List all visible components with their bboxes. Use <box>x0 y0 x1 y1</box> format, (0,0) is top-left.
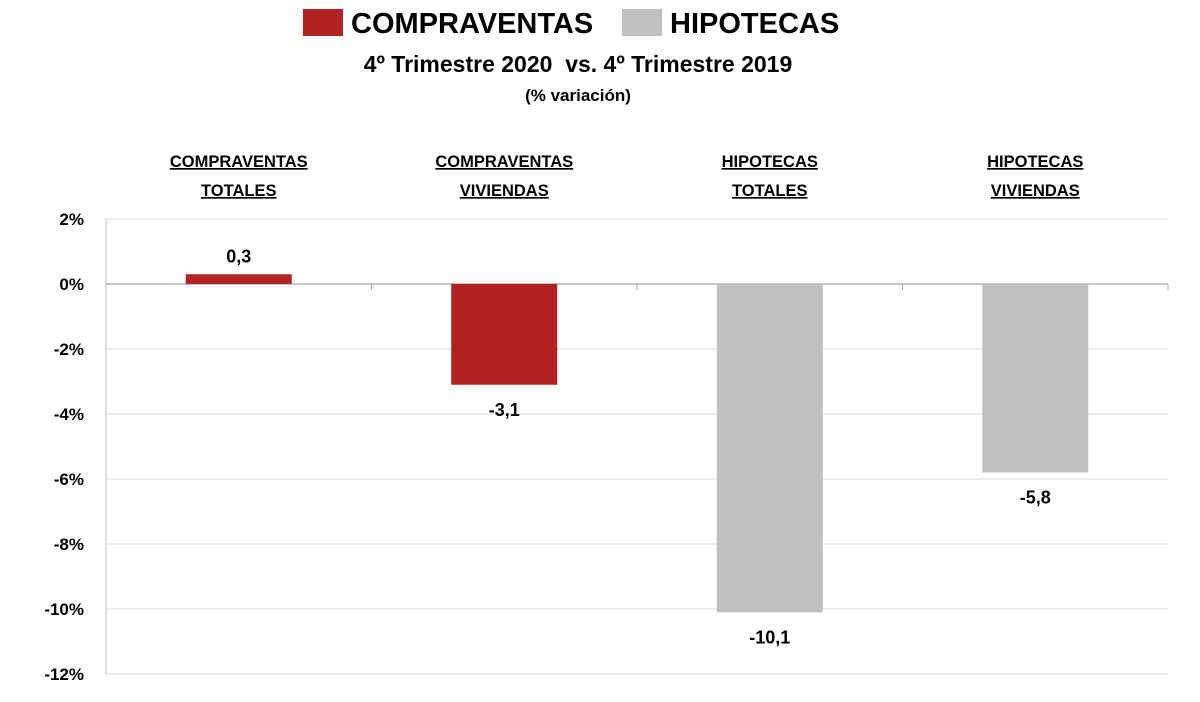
legend-swatch-compraventas <box>303 9 343 36</box>
category-label: COMPRAVENTAS <box>170 153 308 171</box>
bar <box>185 274 292 284</box>
chart-title: 4º Trimestre 2020 vs. 4º Trimestre 2019 <box>364 51 793 77</box>
y-tick-label: 2% <box>59 210 84 229</box>
y-tick-label: -4% <box>54 405 84 424</box>
category-label: TOTALES <box>732 182 807 200</box>
bars <box>185 274 1089 613</box>
bar <box>982 284 1089 473</box>
data-labels: 0,3 -3,1 -10,1 -5,8 <box>226 246 1051 647</box>
data-label: -3,1 <box>489 400 520 420</box>
category-labels: COMPRAVENTAS TOTALES COMPRAVENTAS VIVIENDAS… <box>170 153 1084 200</box>
y-tick-label: -2% <box>54 340 84 359</box>
data-label: 0,3 <box>226 246 251 266</box>
legend: COMPRAVENTAS HIPOTECAS <box>303 8 839 40</box>
legend-label-compraventas: COMPRAVENTAS <box>351 8 593 40</box>
category-label: VIVIENDAS <box>460 182 549 200</box>
y-tick-label: -12% <box>44 665 84 684</box>
y-tick-label: 0% <box>59 275 84 294</box>
category-label: COMPRAVENTAS <box>435 153 573 171</box>
chart-subtitle: (% variación) <box>525 86 631 105</box>
legend-label-hipotecas: HIPOTECAS <box>670 8 839 40</box>
y-tick-label: -6% <box>54 470 84 489</box>
y-tick-label: -10% <box>44 600 84 619</box>
data-label: -10,1 <box>749 627 790 647</box>
bar <box>451 284 558 385</box>
category-label: TOTALES <box>201 182 276 200</box>
y-tick-label: -8% <box>54 535 84 554</box>
bar <box>716 284 823 613</box>
category-label: HIPOTECAS <box>722 153 818 171</box>
category-label: HIPOTECAS <box>987 153 1083 171</box>
legend-swatch-hipotecas <box>622 9 662 36</box>
category-label: VIVIENDAS <box>991 182 1080 200</box>
data-label: -5,8 <box>1020 488 1051 508</box>
gridlines <box>106 218 1168 675</box>
